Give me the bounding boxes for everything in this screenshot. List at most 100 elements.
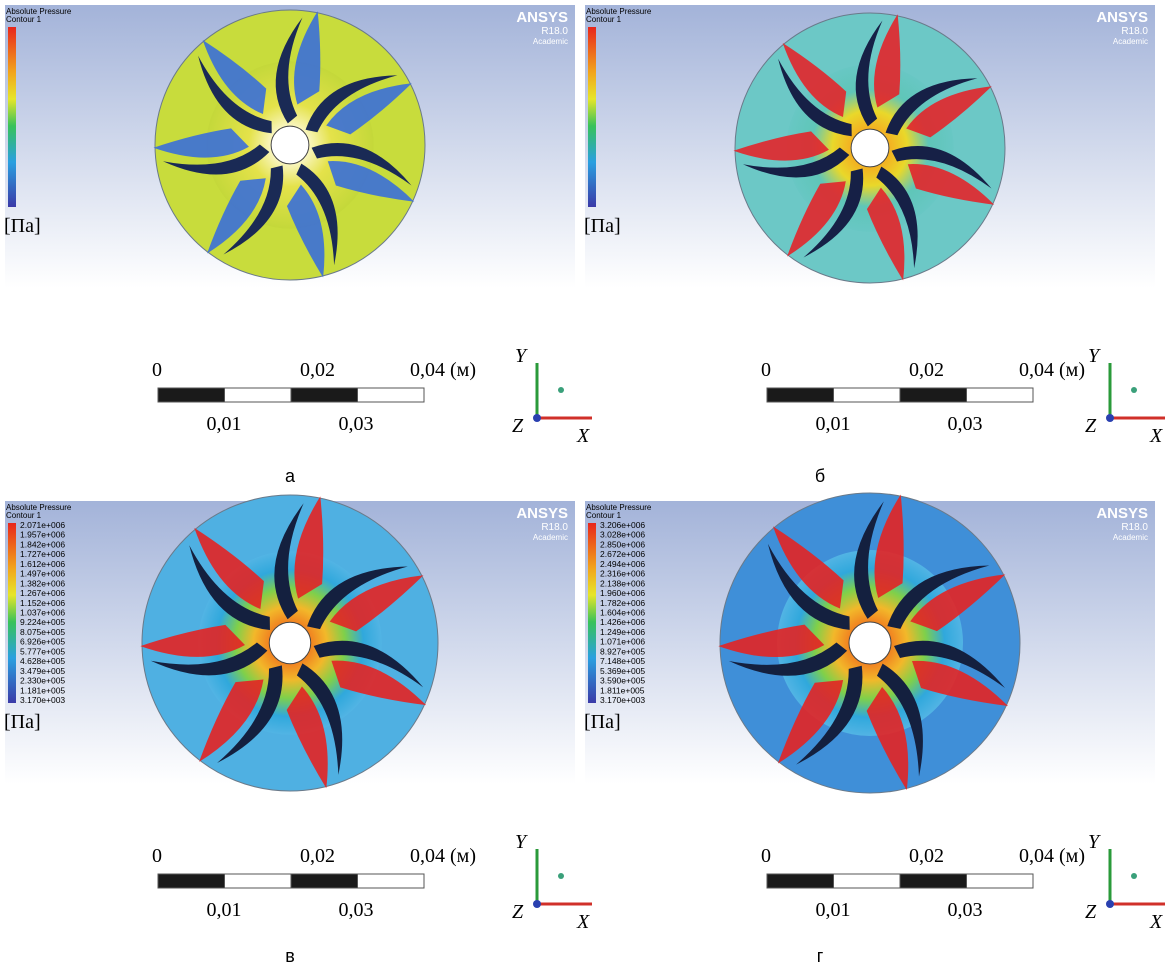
axis-label: X [576,911,590,933]
legend-label: 1.497e+006 [20,569,65,579]
legend-subtitle: Contour 1 [586,15,622,24]
legend-label: 1.181e+005 [20,685,65,695]
scale-segment [291,874,358,888]
scale-label: 0,02 [909,845,944,867]
scale-label: 0,01 [207,413,242,435]
legend-subtitle: Contour 1 [6,15,42,24]
legend-unit: [Па] [4,215,41,237]
axis-z [1106,900,1114,908]
scale-label: 0,03 [948,413,983,435]
panel: Absolute PressureContour 12.071e+0061.95… [4,495,592,966]
legend-label: 4.628e+005 [20,656,65,666]
legend-label: 2.071e+006 [20,520,65,530]
scale-label: 0,04 (м) [410,845,476,867]
brand-edition: Academic [533,533,568,542]
scale-segment [834,388,901,402]
legend-label: 1.071e+006 [600,637,645,647]
axis-label: Z [512,901,524,923]
scale-segment [225,388,292,402]
brand-name: ANSYS [516,9,568,26]
legend-label: 3.170e+003 [600,695,645,705]
hub-hole [849,622,891,664]
legend-unit: [Па] [584,711,621,733]
legend-subtitle: Contour 1 [6,511,42,520]
legend-unit: [Па] [584,215,621,237]
scale-segment [767,874,834,888]
legend-label: 1.037e+006 [20,608,65,618]
legend-label: 1.782e+006 [600,598,645,608]
caption: а [285,466,296,486]
brand-edition: Academic [533,37,568,46]
scale-label: 0,04 (м) [1019,845,1085,867]
panel: Absolute PressureContour 1[Па]ANSYSR18.0… [4,5,592,486]
axis-label: X [576,425,590,447]
scale-segment [834,874,901,888]
legend-label: 1.426e+006 [600,617,645,627]
hub-hole [271,126,309,164]
brand-version: R18.0 [1121,26,1148,37]
scale-label: 0 [152,845,162,867]
scale-segment [291,388,358,402]
scale-label: 0,04 (м) [410,359,476,381]
legend-unit: [Па] [4,711,41,733]
legend-label: 2.138e+006 [600,578,645,588]
axis-z [1106,414,1114,422]
axis-label: X [1149,425,1163,447]
legend-label: 8.927e+005 [600,646,645,656]
view-dot [558,387,564,393]
scale-segment [900,388,967,402]
view-dot [1131,873,1137,879]
legend-label: 2.316e+006 [600,569,645,579]
axis-label: Z [512,415,524,437]
axis-label: X [1149,911,1163,933]
legend-label: 1.152e+006 [20,598,65,608]
legend-label: 1.604e+006 [600,608,645,618]
axis-label: Y [515,831,528,853]
caption: г [817,946,824,966]
legend-label: 1.960e+006 [600,588,645,598]
legend-label: 5.777e+005 [20,646,65,656]
brand-name: ANSYS [516,505,568,522]
scale-segment [158,388,225,402]
scale-segment [358,874,425,888]
scale-label: 0,02 [300,845,335,867]
color-bar [8,523,16,703]
view-dot [558,873,564,879]
scale-label: 0,01 [816,413,851,435]
brand-version: R18.0 [541,522,568,533]
legend-label: 3.590e+005 [600,676,645,686]
figure: Absolute PressureContour 1[Па]ANSYSR18.0… [0,0,1169,969]
legend-label: 2.494e+006 [600,559,645,569]
legend-label: 1.267e+006 [20,588,65,598]
scale-label: 0,01 [816,899,851,921]
scale-label: 0,02 [300,359,335,381]
hub-hole [851,129,889,167]
axis-label: Y [1088,831,1101,853]
brand-edition: Academic [1113,37,1148,46]
legend-label: 1.382e+006 [20,578,65,588]
legend-subtitle: Contour 1 [586,511,622,520]
axis-label: Y [515,345,528,367]
scale-label: 0 [761,359,771,381]
scale-segment [967,388,1034,402]
legend-label: 1.727e+006 [20,549,65,559]
scale-segment [358,388,425,402]
brand-edition: Academic [1113,533,1148,542]
legend-label: 5.369e+005 [600,666,645,676]
legend-label: 2.330e+005 [20,676,65,686]
color-bar [588,27,596,207]
color-bar [588,523,596,703]
legend-label: 1.957e+006 [20,530,65,540]
legend-label: 9.224e+005 [20,617,65,627]
view-dot [1131,387,1137,393]
hub-hole [269,622,310,663]
legend-label: 7.148e+005 [600,656,645,666]
scale-label: 0,02 [909,359,944,381]
legend-label: 2.672e+006 [600,549,645,559]
axis-label: Z [1085,901,1097,923]
legend-label: 6.926e+005 [20,637,65,647]
scale-label: 0,03 [948,899,983,921]
scale-segment [967,874,1034,888]
legend-label: 3.206e+006 [600,520,645,530]
